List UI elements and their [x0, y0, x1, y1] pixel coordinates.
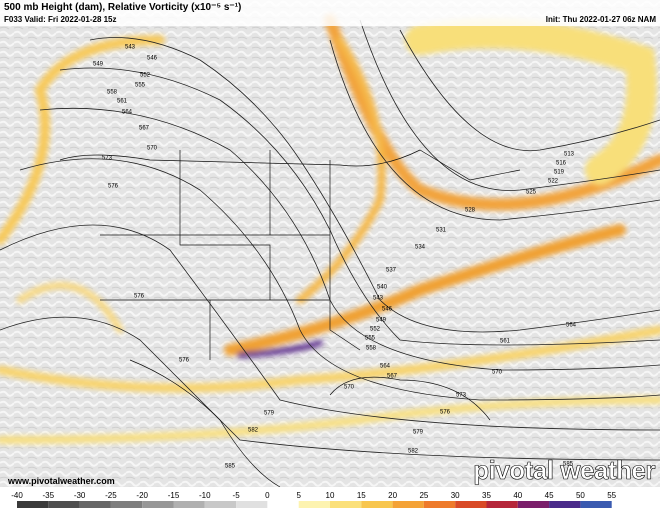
contour-label: 567 [139, 126, 150, 132]
contour-label: 573 [456, 393, 467, 399]
colorbar-segment [79, 501, 111, 508]
colorbar-segment [361, 501, 393, 508]
colorbar-segment [423, 501, 456, 508]
contour-label: 579 [264, 411, 275, 417]
colorbar-segment [110, 501, 143, 508]
colorbar-segment [48, 501, 80, 508]
contour-label: 579 [413, 430, 424, 436]
colorbar-tick-label: 5 [296, 491, 301, 500]
colorbar-tick-label: 30 [451, 491, 460, 500]
contour-label: 576 [179, 358, 190, 364]
colorbar-segment [549, 501, 581, 508]
contour-label: 525 [526, 190, 537, 196]
map-title: 500 mb Height (dam), Relative Vorticity … [4, 2, 241, 13]
colorbar-tick-label: 55 [607, 491, 616, 500]
contour-label: 555 [135, 83, 146, 89]
colorbar-tick-label: 50 [576, 491, 585, 500]
contour-label: 561 [500, 339, 511, 345]
colorbar-segment [204, 501, 237, 508]
colorbar-tick-label: -5 [233, 491, 241, 500]
colorbar-segment [486, 501, 518, 508]
contour-label: 576 [440, 410, 451, 416]
colorbar-tick-label: -40 [11, 491, 23, 500]
contour-label: 543 [373, 296, 384, 302]
colorbar-segment [173, 501, 205, 508]
colorbar-segment [236, 501, 268, 508]
colorbar-tick-label: 10 [326, 491, 335, 500]
colorbar-segment [392, 501, 424, 508]
colorbar-tick-label: 15 [357, 491, 366, 500]
colorbar-segment [267, 501, 299, 508]
contour-label: 564 [122, 110, 133, 116]
contour-label: 564 [566, 323, 577, 329]
contour-label: 528 [465, 208, 476, 214]
contour-label: 549 [376, 318, 387, 324]
colorbar-tick-label: -30 [74, 491, 86, 500]
contour-label: 546 [382, 307, 393, 313]
colorbar: -40 -35 -30 -25 -20 -15 -10 -5 0 5 10 15 20 25 30 35 40 4… [11, 491, 617, 508]
contour-label: 576 [134, 294, 145, 300]
colorbar-segment [455, 501, 487, 508]
contour-label: 543 [125, 45, 136, 51]
contour-label: 546 [147, 56, 158, 62]
colorbar-tick-label: -10 [199, 491, 211, 500]
contour-label: 516 [556, 161, 567, 167]
colorbar-tick-label: -25 [105, 491, 117, 500]
contour-label: 582 [248, 428, 259, 434]
contour-label: 558 [107, 90, 118, 96]
contour-label: 552 [370, 327, 381, 333]
colorbar-segment [17, 501, 49, 508]
colorbar-segment [330, 501, 362, 508]
contour-label: 573 [102, 156, 113, 162]
init-time: Init: Thu 2022-01-27 06z NAM [546, 15, 657, 24]
contour-label: 552 [140, 73, 151, 79]
colorbar-tick-label: 25 [419, 491, 428, 500]
contour-label: 555 [365, 336, 376, 342]
colorbar-tick-label: -35 [43, 491, 55, 500]
contour-label: 522 [548, 179, 559, 185]
colorbar-tick-label: 35 [482, 491, 491, 500]
contour-label: 540 [377, 285, 388, 291]
colorbar-tick-label: 0 [265, 491, 270, 500]
contour-label: 585 [225, 464, 236, 470]
contour-label: 537 [386, 268, 397, 274]
valid-time: F033 Valid: Fri 2022-01-28 15z [4, 15, 117, 24]
contour-labels: 543 546 549 552 555 558 561 564 567 570 573 576 576 5… [93, 45, 577, 470]
contour-label: 531 [436, 228, 447, 234]
contour-label: 519 [554, 170, 565, 176]
contour-label: 558 [366, 346, 377, 352]
contour-label: 570 [147, 146, 158, 152]
colorbar-segment [298, 501, 330, 508]
colorbar-tick-label: 20 [388, 491, 397, 500]
contour-label: 513 [564, 152, 575, 158]
logo: pivotal weather [473, 455, 655, 485]
contour-label: 585 [563, 462, 574, 468]
vorticity-field [0, 14, 660, 444]
contour-label: 570 [492, 370, 503, 376]
header-band [0, 0, 660, 26]
colorbar-tick-label: -15 [168, 491, 180, 500]
contour-label: 567 [387, 374, 398, 380]
contour-label: 582 [408, 449, 419, 455]
colorbar-segment [580, 501, 612, 508]
contour-label: 549 [93, 62, 104, 68]
contour-label: 570 [344, 385, 355, 391]
colorbar-segment [517, 501, 550, 508]
borders [59, 149, 521, 488]
contour-label: 534 [415, 245, 426, 251]
colorbar-segment [142, 501, 174, 508]
colorbar-tick-label: 40 [513, 491, 522, 500]
colorbar-tick-label: -20 [136, 491, 148, 500]
colorbar-tick-label: 45 [545, 491, 554, 500]
contour-label: 564 [380, 364, 391, 370]
site-url: www.pivotalweather.com [7, 476, 115, 486]
contour-label: 576 [108, 184, 119, 190]
contour-label: 561 [117, 99, 128, 105]
